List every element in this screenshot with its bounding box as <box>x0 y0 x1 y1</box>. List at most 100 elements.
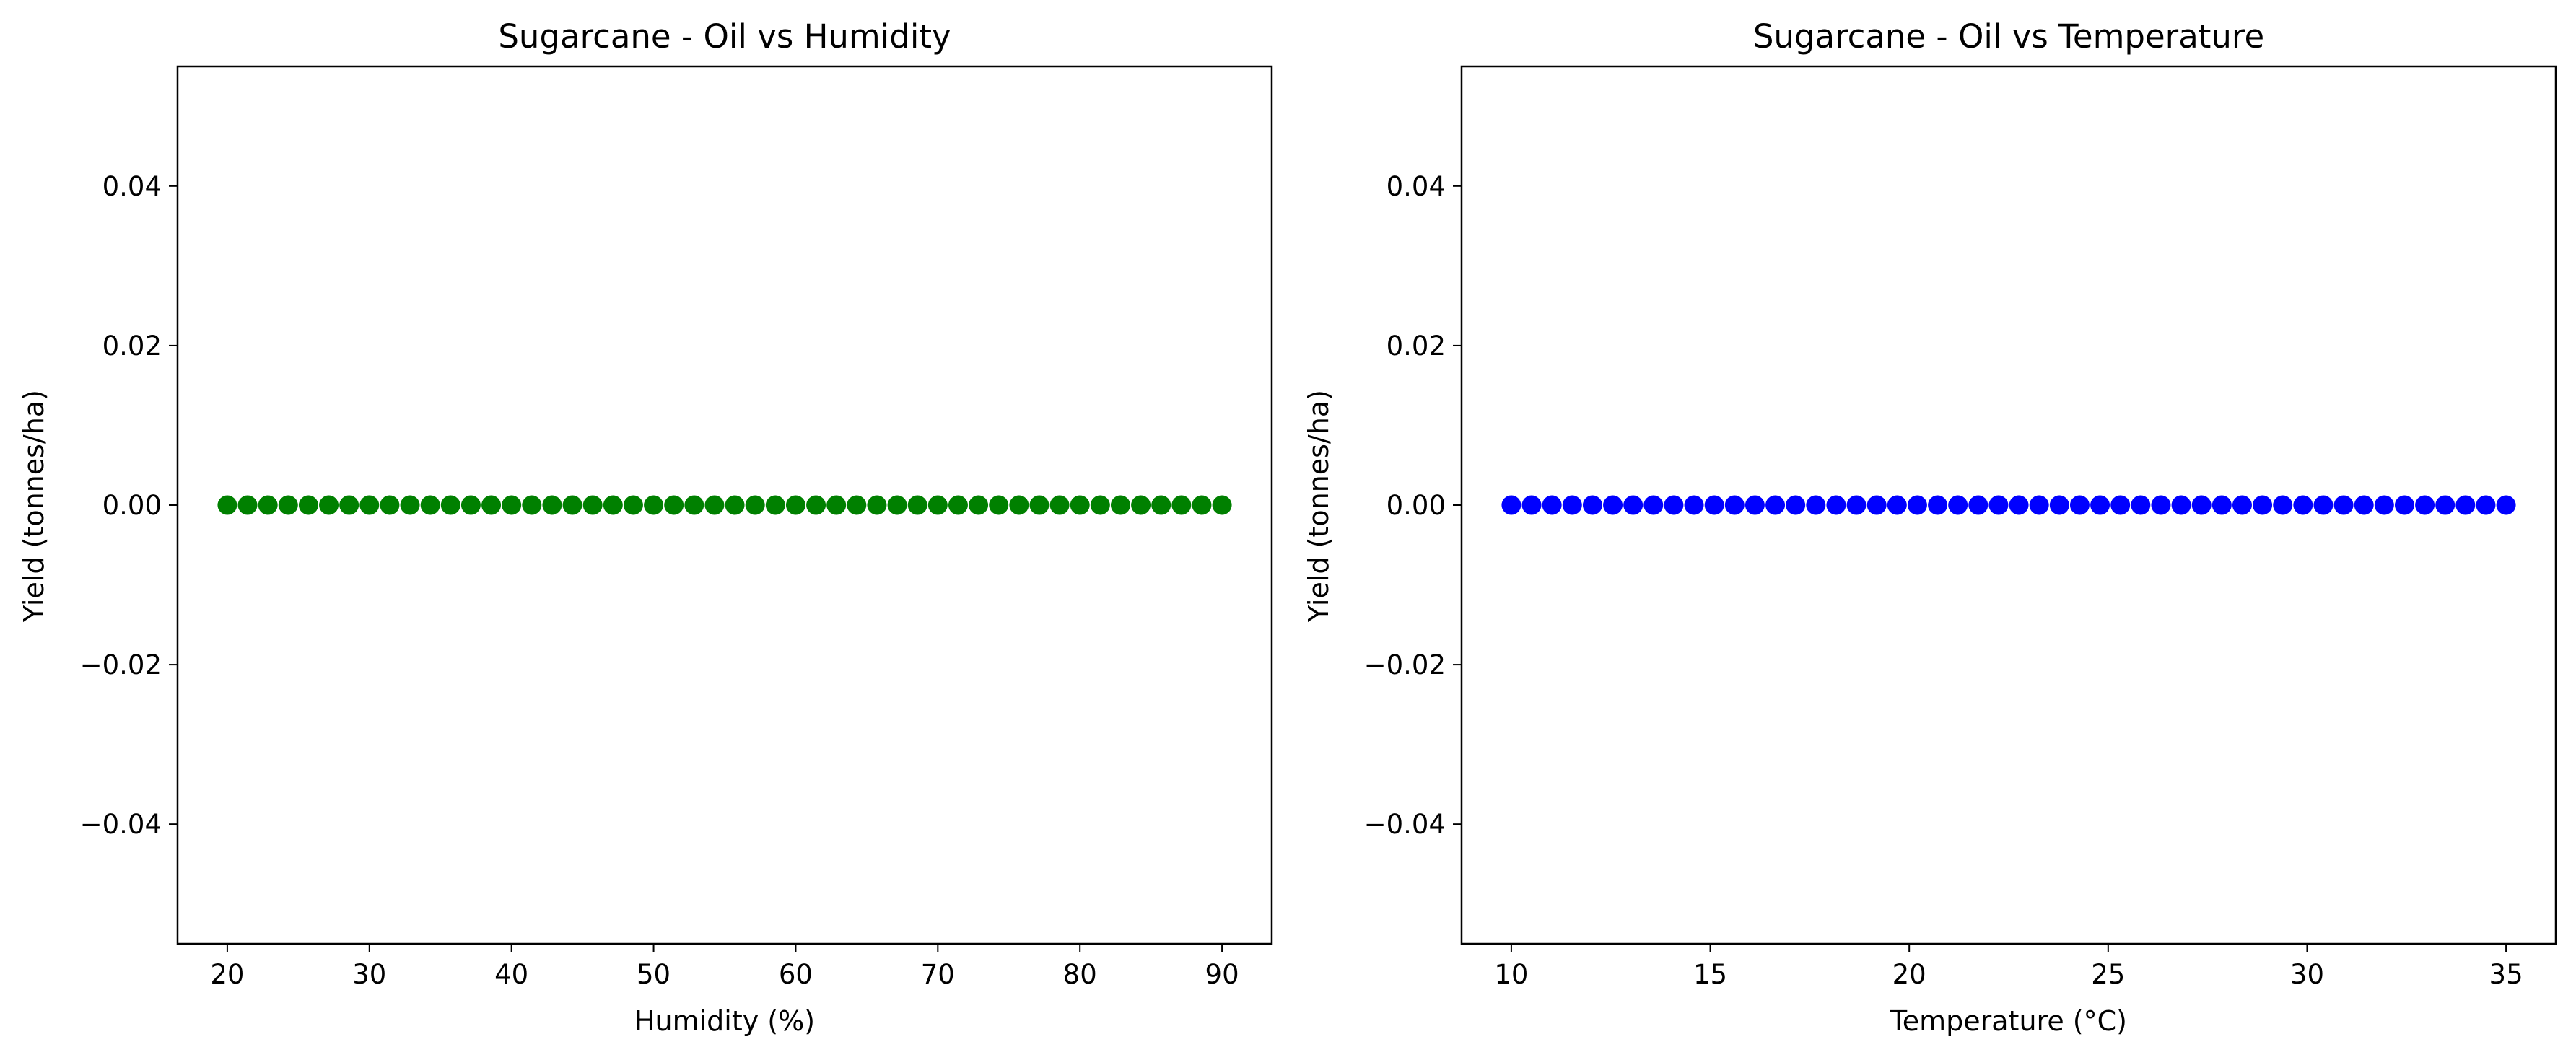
temperature-x-tick-label: 15 <box>1693 959 1727 990</box>
temperature-data-point <box>1806 495 1826 515</box>
humidity-data-point <box>319 495 339 515</box>
humidity-data-point <box>664 495 684 515</box>
humidity-data-point <box>481 495 502 515</box>
temperature-data-point <box>1968 495 1988 515</box>
temperature-data-point <box>1521 495 1542 515</box>
humidity-x-tick-label: 30 <box>352 959 386 990</box>
humidity-x-tick-label: 80 <box>1063 959 1097 990</box>
temperature-data-point <box>2374 495 2394 515</box>
humidity-data-point <box>440 495 460 515</box>
temperature-data-point <box>2313 495 2333 515</box>
temperature-data-point <box>1643 495 1664 515</box>
temperature-data-point <box>2110 495 2131 515</box>
temperature-data-point <box>1724 495 1745 515</box>
temperature-plot-area: 10 15 20 25 30 35 −0.04 −0.02 0.00 0.02 0.04 <box>1364 65 2557 990</box>
humidity-data-point <box>948 495 968 515</box>
humidity-x-tick-label: 50 <box>637 959 671 990</box>
temperature-data-point <box>1684 495 1704 515</box>
temperature-y-tick-label: 0.04 <box>1387 171 1446 202</box>
temperature-axes-frame <box>1460 65 2557 945</box>
humidity-data-point <box>460 495 481 515</box>
temperature-data-point <box>1866 495 1887 515</box>
temperature-data-point <box>1948 495 1968 515</box>
temperature-data-point <box>1745 495 1765 515</box>
humidity-data-point <box>420 495 440 515</box>
temperature-x-tick-label: 25 <box>2091 959 2125 990</box>
temperature-data-point <box>2191 495 2212 515</box>
humidity-plot-area: 20 30 40 50 60 70 80 90 −0.04 −0.02 0.00 0.02 0.04 <box>80 65 1273 990</box>
humidity-data-point <box>1131 495 1151 515</box>
humidity-data-point <box>725 495 745 515</box>
humidity-data-point <box>907 495 927 515</box>
humidity-x-tick-label: 70 <box>921 959 955 990</box>
temperature-data-point <box>2333 495 2354 515</box>
temperature-data-point <box>2151 495 2171 515</box>
temperature-y-tick-label: −0.02 <box>1364 649 1446 680</box>
humidity-data-point <box>400 495 420 515</box>
temperature-data-point <box>1786 495 1806 515</box>
humidity-data-point <box>542 495 562 515</box>
temperature-data-point <box>2253 495 2273 515</box>
humidity-data-point <box>380 495 400 515</box>
humidity-data-point <box>1009 495 1029 515</box>
humidity-data-point <box>1171 495 1192 515</box>
temperature-data-point <box>2212 495 2232 515</box>
temperature-data-point <box>1542 495 1562 515</box>
humidity-x-tick-label: 60 <box>779 959 813 990</box>
humidity-data-point <box>217 495 237 515</box>
temperature-data-point <box>2476 495 2496 515</box>
temperature-data-point <box>1887 495 1907 515</box>
humidity-data-point <box>806 495 826 515</box>
humidity-data-point <box>359 495 380 515</box>
temperature-y-tick-label: 0.00 <box>1387 490 1446 521</box>
humidity-data-point <box>603 495 623 515</box>
humidity-data-point <box>969 495 989 515</box>
temperature-x-tick-label: 20 <box>1892 959 1926 990</box>
temperature-y-tick-label: −0.04 <box>1364 809 1446 840</box>
temperature-y-tick-label: 0.02 <box>1387 330 1446 362</box>
humidity-data-point <box>867 495 887 515</box>
humidity-data-point <box>989 495 1009 515</box>
temperature-data-point <box>2131 495 2151 515</box>
temperature-data-point <box>1603 495 1623 515</box>
humidity-y-tick-label: 0.02 <box>102 330 162 362</box>
humidity-data-point <box>1070 495 1090 515</box>
temperature-data-point <box>1826 495 1846 515</box>
humidity-chart: Sugarcane - Oil vs Humidity Humidity (%)… <box>18 17 1273 1037</box>
humidity-data-point <box>765 495 785 515</box>
temperature-data-point <box>1501 495 1521 515</box>
temperature-x-axis-label: Temperature (°C) <box>1890 1005 2127 1037</box>
temperature-data-point <box>2496 495 2516 515</box>
temperature-data-point <box>2455 495 2476 515</box>
humidity-y-tick-label: 0.00 <box>102 490 162 521</box>
humidity-data-point <box>644 495 664 515</box>
temperature-data-point <box>2435 495 2455 515</box>
humidity-data-point <box>1110 495 1130 515</box>
humidity-data-point <box>562 495 582 515</box>
temperature-data-point <box>2090 495 2110 515</box>
temperature-data-point <box>2232 495 2252 515</box>
temperature-data-point <box>2009 495 2029 515</box>
temperature-data-point <box>2171 495 2191 515</box>
temperature-data-point <box>2029 495 2049 515</box>
temperature-data-point <box>1928 495 1948 515</box>
temperature-x-tick-label: 35 <box>2489 959 2523 990</box>
temperature-data-point <box>1623 495 1643 515</box>
humidity-x-tick-label: 90 <box>1205 959 1239 990</box>
temperature-data-point <box>1664 495 1684 515</box>
temperature-data-point <box>2273 495 2293 515</box>
humidity-y-axis-label: Yield (tonnes/ha) <box>18 390 50 623</box>
humidity-data-point <box>278 495 298 515</box>
temperature-data-point <box>1704 495 1724 515</box>
temperature-data-point <box>2049 495 2069 515</box>
humidity-chart-title: Sugarcane - Oil vs Humidity <box>498 17 951 56</box>
temperature-data-point <box>2069 495 2090 515</box>
humidity-data-point <box>339 495 359 515</box>
temperature-data-point <box>1562 495 1582 515</box>
temperature-data-point <box>1765 495 1786 515</box>
humidity-data-point <box>927 495 948 515</box>
humidity-data-point <box>1049 495 1070 515</box>
temperature-data-point <box>2394 495 2414 515</box>
humidity-data-point <box>1090 495 1110 515</box>
